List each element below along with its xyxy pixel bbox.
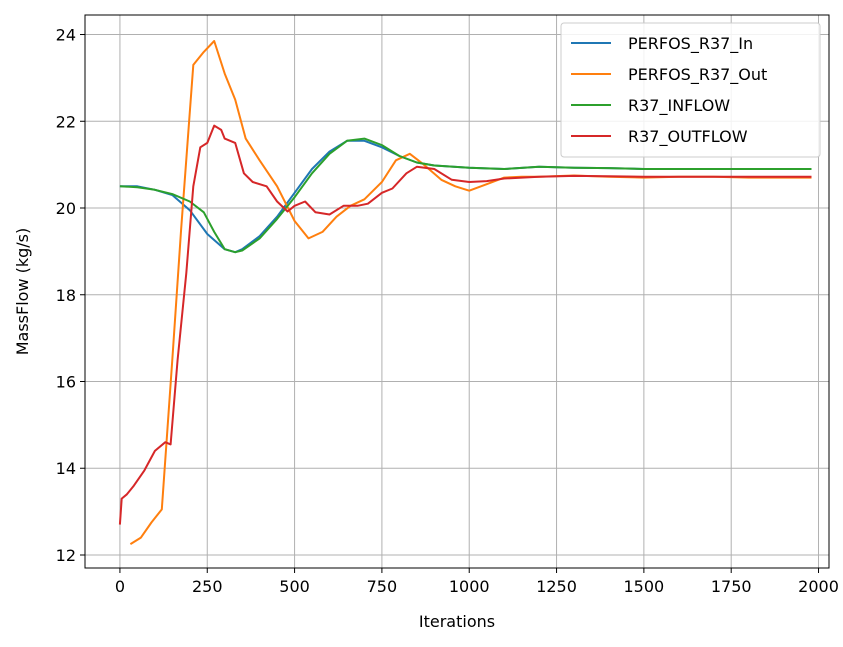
ticks: 0 250 500 750 1000 1250 1500 1750 2000 12 14 16 18 20… <box>56 26 839 596</box>
y-tick-label: 16 <box>56 372 76 391</box>
plot-frame <box>84 14 830 569</box>
x-tick-label: 1750 <box>711 577 752 596</box>
y-tick-label: 22 <box>56 112 76 131</box>
series-line-0 <box>119 139 812 254</box>
legend-label: PERFOS_R37_In <box>628 34 753 54</box>
series-line-3 <box>118 124 812 525</box>
legend-box <box>560 22 821 158</box>
y-tick-label: 24 <box>56 26 76 45</box>
y-tick-label: 18 <box>56 286 76 305</box>
y-tick-label: 20 <box>56 199 76 218</box>
x-tick-label: 2000 <box>798 577 839 596</box>
grid <box>85 15 829 568</box>
legend-label: R37_INFLOW <box>628 96 730 116</box>
y-tick-label: 14 <box>56 459 76 478</box>
x-tick-label: 1000 <box>449 577 490 596</box>
x-tick-label: 250 <box>192 577 223 596</box>
x-tick-label: 500 <box>279 577 310 596</box>
legend-label: R37_OUTFLOW <box>628 127 748 147</box>
series-lines <box>118 40 812 545</box>
series-line-2 <box>119 137 812 254</box>
x-tick-label: 750 <box>367 577 398 596</box>
y-axis-title: MassFlow (kg/s) <box>13 228 32 356</box>
x-tick-label: 1250 <box>536 577 577 596</box>
x-axis-title: Iterations <box>419 612 495 631</box>
x-tick-label: 1500 <box>624 577 665 596</box>
x-tick-label: 0 <box>115 577 125 596</box>
legend-label: PERFOS_R37_Out <box>628 65 767 85</box>
legend: PERFOS_R37_In PERFOS_R37_Out R37_INFLOW R37… <box>560 22 821 158</box>
y-tick-label: 12 <box>56 546 76 565</box>
